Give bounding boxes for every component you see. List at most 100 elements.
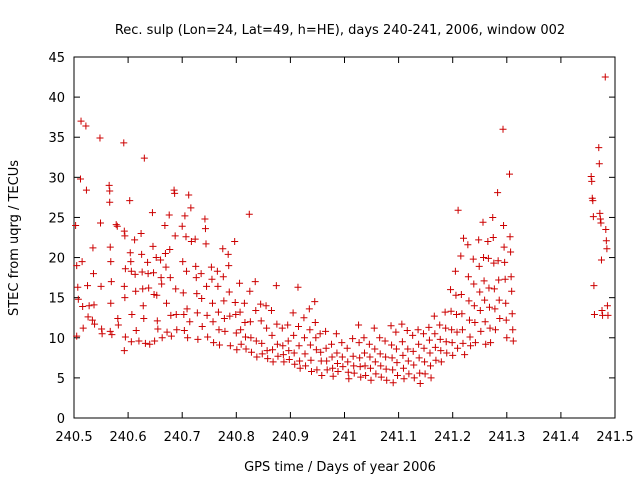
data-point [376,334,384,342]
data-point [120,347,128,355]
data-point [77,117,85,125]
data-point [490,259,498,267]
data-point [506,170,514,178]
data-point [140,154,148,162]
data-point [294,283,302,291]
data-point [507,248,515,256]
data-point [108,331,116,339]
x-tick-label: 241.5 [596,430,633,445]
data-point [114,321,122,329]
data-point [476,307,484,315]
data-point [590,282,598,290]
data-point [464,273,472,281]
data-point [426,349,434,357]
data-point [273,340,281,348]
data-point [470,302,478,310]
data-point [180,311,188,319]
data-point [334,367,342,375]
data-point [131,236,139,244]
data-point [251,278,259,286]
data-point [273,320,281,328]
data-point [431,330,439,338]
data-point [370,324,378,332]
data-point [167,332,175,340]
data-point [285,347,293,355]
data-point [233,346,241,354]
data-point [442,338,450,346]
data-point [480,277,488,285]
data-point [389,366,397,374]
data-point [201,225,209,233]
data-point [503,334,511,342]
data-point [596,215,604,223]
y-tick-label: 30 [48,171,65,186]
data-point [150,269,158,277]
data-point [113,222,121,230]
data-point [170,186,178,194]
data-point [323,366,331,374]
data-point [187,238,195,246]
data-point [162,263,170,271]
data-point [361,362,369,370]
data-point [279,351,287,359]
data-point [107,299,115,307]
data-point [231,298,239,306]
data-point [107,278,115,286]
y-tick-label: 10 [48,332,65,347]
data-point [306,341,314,349]
data-point [280,358,288,366]
data-point [443,349,451,357]
data-point [185,191,193,199]
data-point [167,311,175,319]
data-point [305,305,313,313]
data-point [73,262,81,270]
data-point [208,275,216,283]
data-point [323,357,331,365]
data-point [461,351,469,359]
data-point [432,356,440,364]
data-point [595,144,603,152]
data-point [120,227,128,235]
data-point [372,370,380,378]
data-point [322,344,330,352]
x-axis: 240.5 240.6 240.7 240.8 240.9 241 241.1 241.2 24… [55,57,634,445]
data-point [425,323,433,331]
data-point [231,238,239,246]
data-point [166,246,174,254]
data-point [485,284,493,292]
x-tick-label: 241.2 [434,430,471,445]
data-point [437,358,445,366]
data-point [345,375,353,383]
plot-border [73,56,616,419]
data-point [284,321,292,329]
data-point [267,307,275,315]
data-point [601,73,609,81]
data-point [232,329,240,337]
data-point [140,315,148,323]
data-point [114,315,122,323]
data-point [180,327,188,335]
data-point [172,311,180,319]
data-point [394,371,402,379]
data-point [365,340,373,348]
data-point [219,273,227,281]
data-point [329,372,337,380]
x-tick-label: 240.6 [109,430,146,445]
data-point [479,218,487,226]
data-point [151,337,159,345]
data-point [400,375,408,383]
data-point [465,297,473,305]
data-point [470,280,478,288]
data-point [141,339,149,347]
data-point [163,299,171,307]
data-point [121,333,129,341]
data-point [410,361,418,369]
data-point [501,275,509,283]
data-point [237,340,245,348]
data-point [241,333,249,341]
data-point [399,364,407,372]
data-point [263,347,271,355]
data-point [404,357,412,365]
data-point [361,349,369,357]
